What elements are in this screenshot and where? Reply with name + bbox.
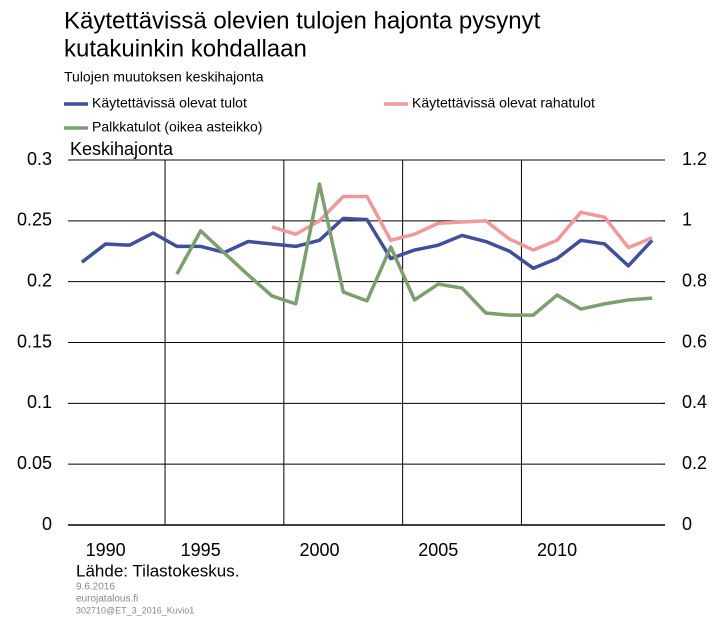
y2-tick-label: 1 <box>682 210 692 230</box>
y-tick-label: 0.1 <box>27 392 52 412</box>
legend-label: Käytettävissä olevat tulot <box>92 95 247 111</box>
source: Lähde: Tilastokeskus. <box>76 561 239 580</box>
y-axis-label: Keskihajonta <box>70 139 174 159</box>
line-series <box>80 216 654 271</box>
y-tick-label: 0.2 <box>27 270 52 290</box>
y2-tick-label: 0.6 <box>682 331 707 351</box>
subtitle: Tulojen muutoksen keskihajonta <box>64 69 264 85</box>
note: 9.6.2016 <box>76 582 115 593</box>
y-tick-label: 0.05 <box>17 453 52 473</box>
chart-title: Käytettävissä olevien tulojen hajonta py… <box>64 7 541 34</box>
y-tick-label: 0 <box>42 514 52 534</box>
legend-label: Palkkatulot (oikea asteikko) <box>92 119 262 135</box>
note: 302710@ET_3_2016_Kuvio1 <box>76 605 194 615</box>
x-tick-label: 2010 <box>537 540 577 560</box>
y2-tick-label: 0 <box>682 514 692 534</box>
note: eurojatalous.fi <box>76 594 138 605</box>
x-tick-label: 2005 <box>418 540 458 560</box>
y-tick-label: 0.25 <box>17 210 52 230</box>
line-series <box>271 194 653 252</box>
legend-label: Käytettävissä olevat rahatulot <box>412 95 595 111</box>
y2-tick-label: 0.2 <box>682 453 707 473</box>
y2-tick-label: 1.2 <box>682 149 707 169</box>
y2-tick-label: 0.8 <box>682 270 707 290</box>
x-tick-label: 2000 <box>299 540 339 560</box>
line-series <box>175 182 653 317</box>
chart-title: kutakuinkin kohdallaan <box>64 35 307 62</box>
x-tick-label: 1995 <box>181 540 221 560</box>
x-tick-label: 1990 <box>86 540 126 560</box>
y-tick-label: 0.3 <box>27 149 52 169</box>
y-tick-label: 0.15 <box>17 331 52 351</box>
y2-tick-label: 0.4 <box>682 392 707 412</box>
